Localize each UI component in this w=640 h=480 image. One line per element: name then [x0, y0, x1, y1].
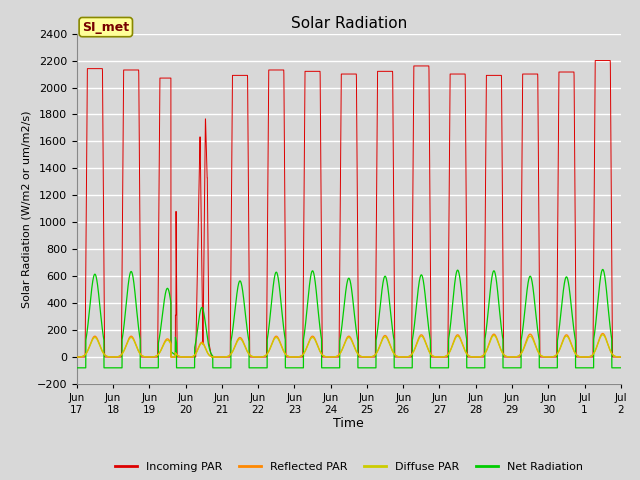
Y-axis label: Solar Radiation (W/m2 or um/m2/s): Solar Radiation (W/m2 or um/m2/s) — [21, 110, 31, 308]
Legend: Incoming PAR, Reflected PAR, Diffuse PAR, Net Radiation: Incoming PAR, Reflected PAR, Diffuse PAR… — [110, 457, 588, 477]
Title: Solar Radiation: Solar Radiation — [291, 16, 407, 31]
X-axis label: Time: Time — [333, 418, 364, 431]
Text: SI_met: SI_met — [82, 21, 129, 34]
